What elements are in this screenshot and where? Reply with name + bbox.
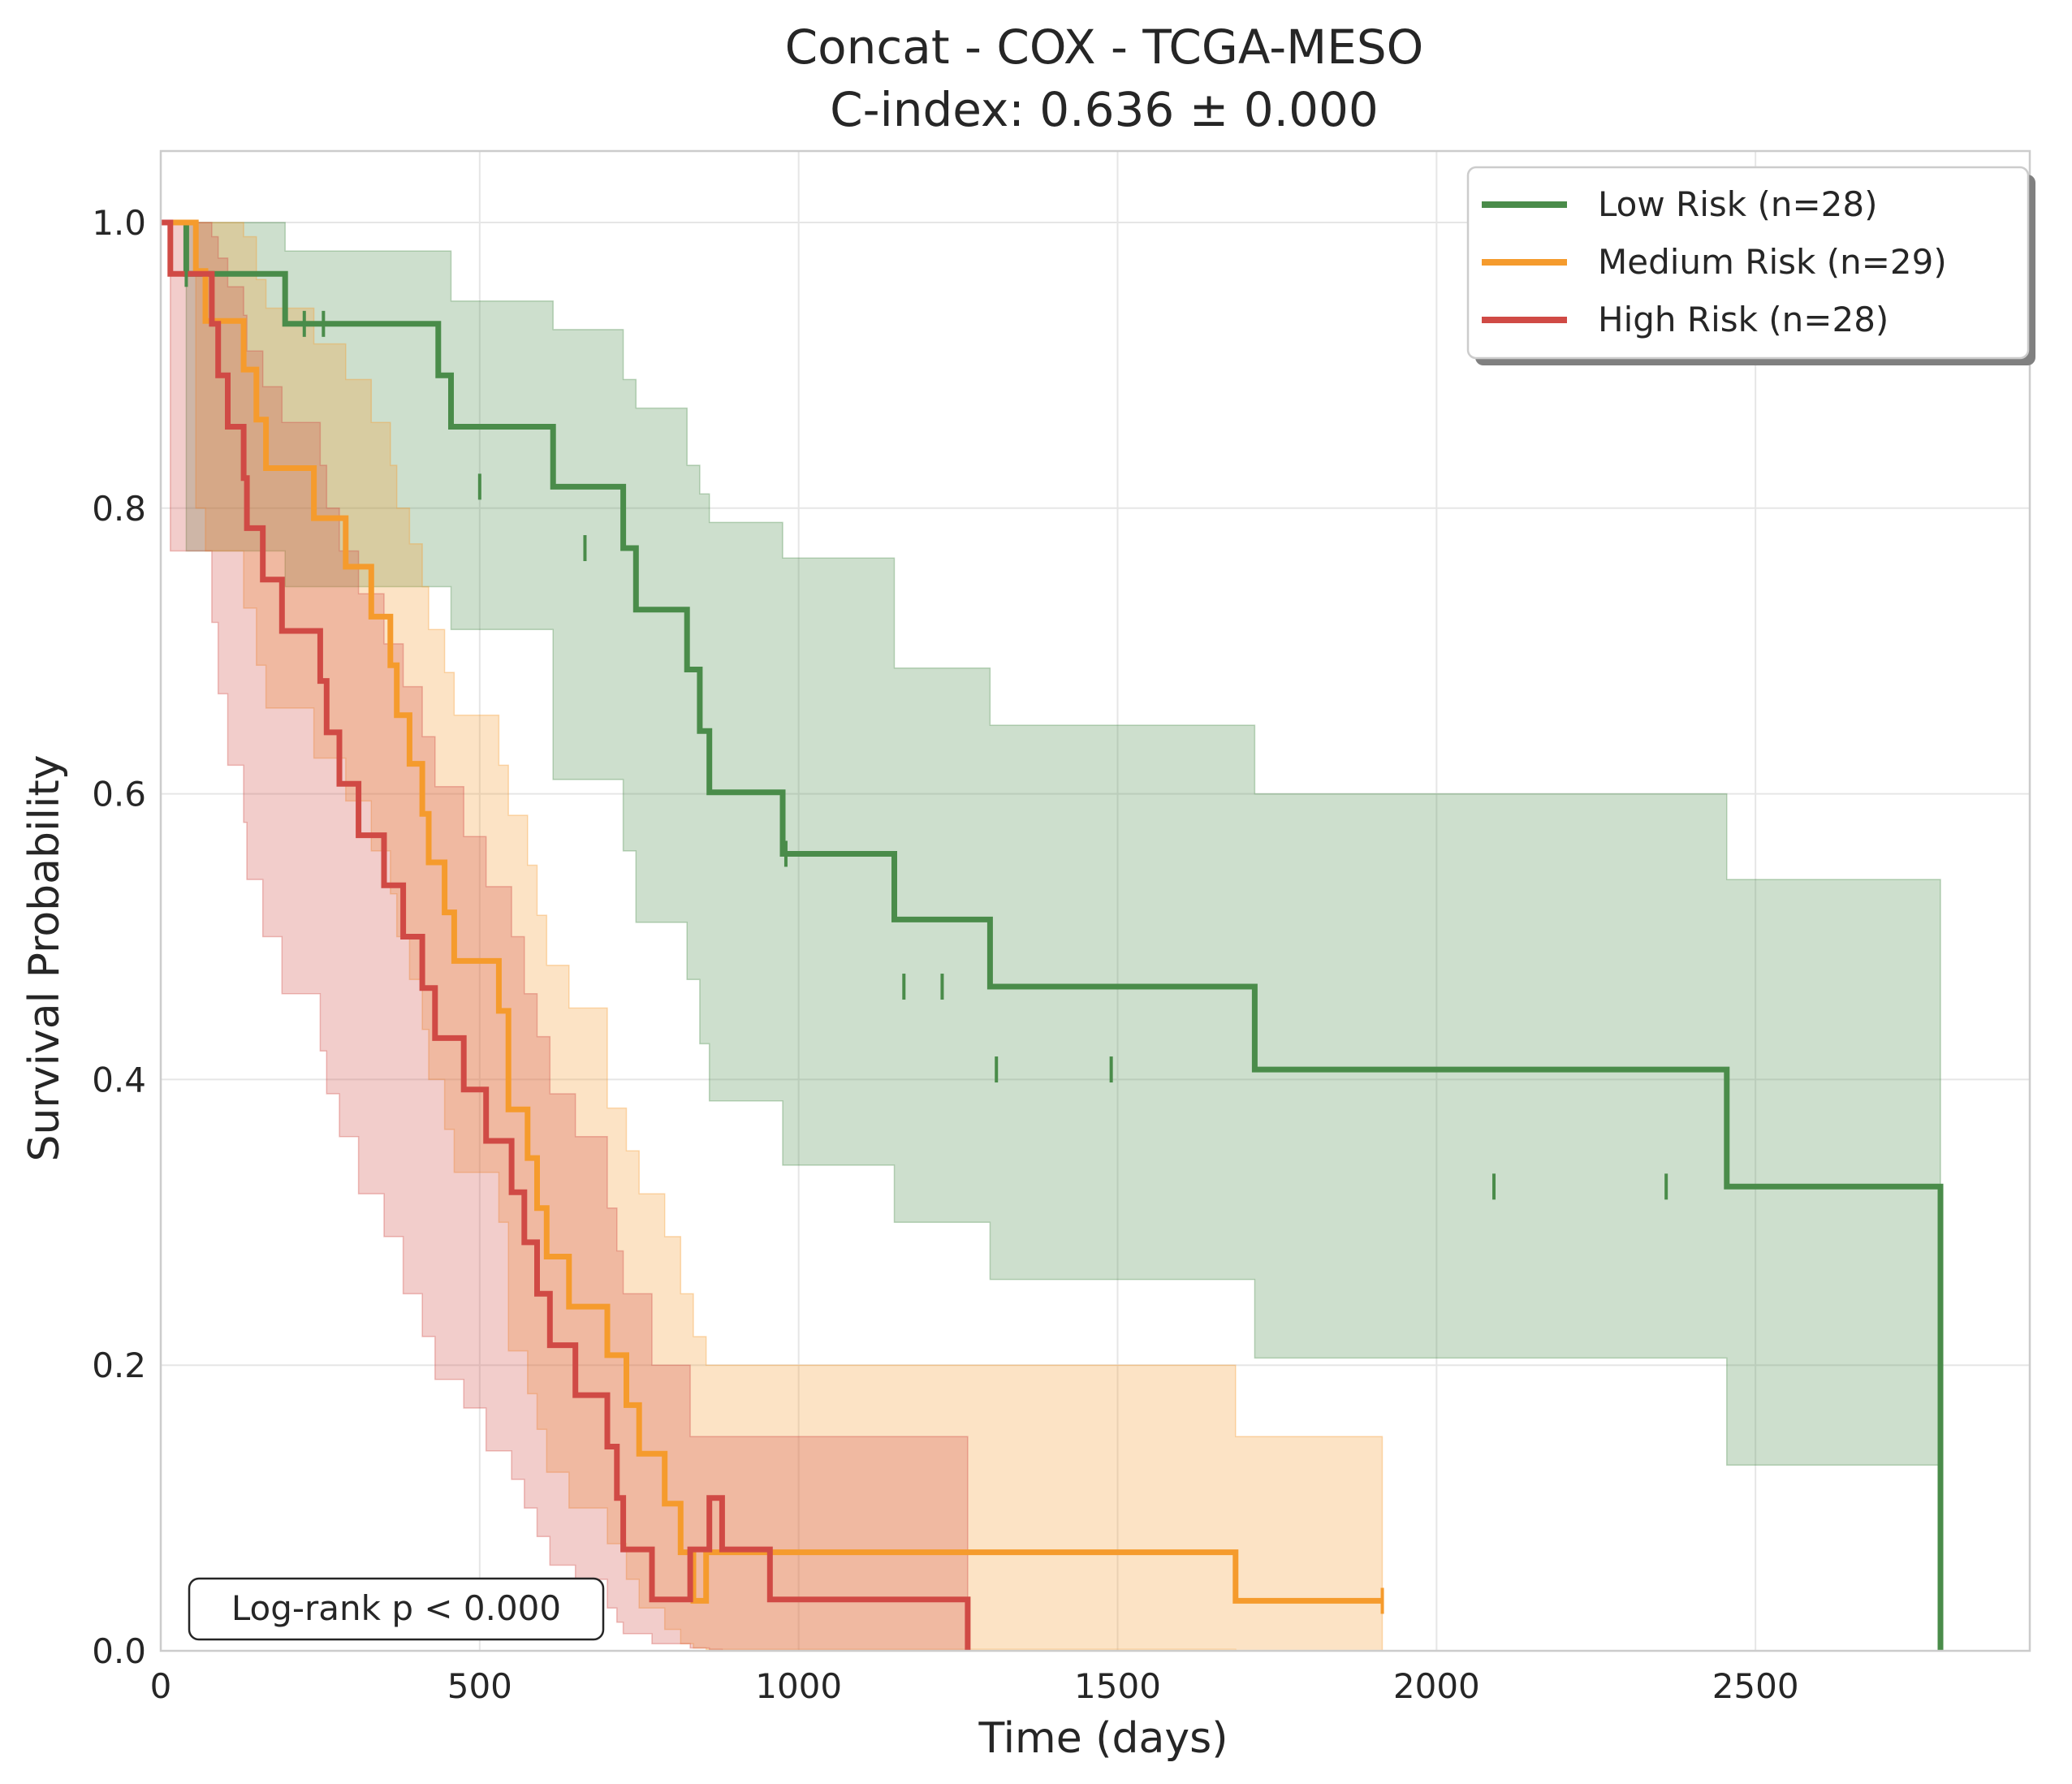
y-tick-label: 0.2 [92, 1346, 146, 1385]
y-tick-label: 0.6 [92, 775, 146, 814]
chart-subtitle: C-index: 0.636 ± 0.000 [830, 82, 1379, 137]
legend: Low Risk (n=28) Medium Risk (n=29) High … [1466, 166, 2035, 365]
y-axis-ticks: 0.0 0.2 0.4 0.6 0.8 1.0 [92, 203, 146, 1671]
legend-label-high: High Risk (n=28) [1598, 300, 1889, 339]
chart-title: Concat - COX - TCGA-MESO [785, 19, 1424, 75]
x-tick-label: 1500 [1074, 1666, 1161, 1706]
survival-curve-low [161, 219, 1944, 1651]
legend-label-low: Low Risk (n=28) [1598, 184, 1878, 224]
plot-frame [159, 149, 2031, 1652]
survival-curve-high [161, 219, 971, 1651]
ci-band-low [161, 222, 1941, 1630]
x-tick-label: 2000 [1393, 1666, 1480, 1706]
x-tick-label: 1000 [755, 1666, 842, 1706]
survival-curves [161, 219, 1944, 1651]
gridlines [160, 151, 2030, 1652]
x-axis-ticks: 0 500 1000 1500 2000 2500 [150, 1666, 1799, 1706]
logrank-text: Log-rank p < 0.000 [231, 1588, 561, 1628]
survival-curve-medium [161, 219, 1383, 1604]
logrank-box [188, 1577, 605, 1641]
y-tick-label: 1.0 [92, 203, 146, 243]
x-tick-label: 0 [150, 1666, 172, 1706]
y-tick-label: 0.0 [92, 1631, 146, 1671]
legend-label-medium: Medium Risk (n=29) [1598, 242, 1947, 282]
censor-marks [184, 261, 1668, 1614]
logrank-annotation: Log-rank p < 0.000 [188, 1577, 605, 1641]
x-tick-label: 500 [447, 1666, 512, 1706]
y-tick-label: 0.4 [92, 1060, 146, 1099]
x-tick-label: 2500 [1712, 1666, 1799, 1706]
legend-box [1466, 166, 2030, 360]
y-tick-label: 0.8 [92, 489, 146, 529]
y-axis-label: Survival Probability [20, 754, 69, 1161]
x-axis-label: Time (days) [978, 1714, 1228, 1763]
